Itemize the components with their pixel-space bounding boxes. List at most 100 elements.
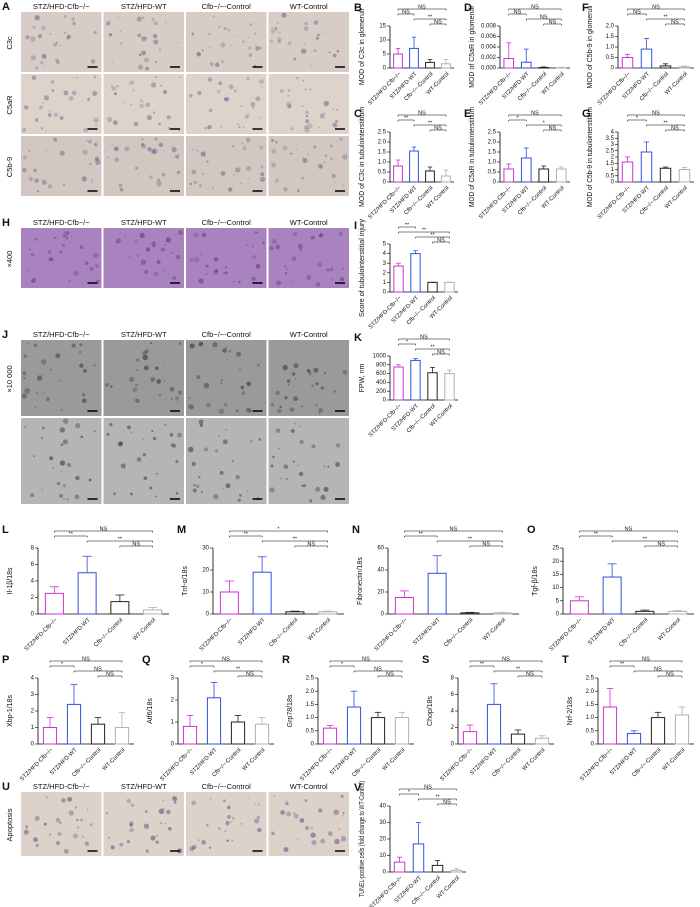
significance-label: NS: [246, 671, 254, 677]
texture: [111, 143, 114, 146]
texture: [188, 404, 194, 410]
texture: [333, 390, 336, 393]
bar: [659, 65, 672, 69]
texture: [63, 848, 69, 854]
y-tick-label: 0: [171, 742, 175, 748]
error-bar: [607, 563, 617, 578]
significance-label: NS: [625, 526, 633, 532]
texture: [201, 232, 207, 238]
texture: [90, 59, 96, 64]
significance-label: **: [430, 344, 435, 350]
bar: [318, 611, 338, 615]
texture: [73, 270, 79, 276]
texture: [188, 148, 191, 151]
texture: [299, 425, 302, 428]
x-tick-label: Cfb−/−-Control: [93, 617, 124, 648]
row-label: ×10 000: [5, 365, 14, 392]
y-axis-label: FPW, nm: [359, 363, 366, 392]
bar: [409, 47, 419, 69]
texture: [259, 176, 266, 182]
error-bar: [673, 610, 683, 612]
texture: [166, 809, 171, 815]
y-tick-label: 40: [379, 804, 386, 810]
bar: [640, 48, 653, 69]
y-axis-label: MOD of C3c in tubulointerstitium: [359, 107, 366, 207]
texture: [124, 102, 126, 104]
texture: [257, 363, 260, 367]
significance-label: **: [405, 222, 410, 228]
texture: [34, 406, 36, 409]
texture: [114, 146, 119, 152]
significance-bracket: [119, 545, 153, 548]
texture: [220, 125, 222, 128]
panel-letter: R: [282, 654, 290, 666]
significance-bracket: [329, 665, 355, 668]
panel-letter: I: [354, 220, 357, 232]
texture: [340, 277, 345, 282]
texture: [323, 161, 326, 164]
texture: [209, 62, 214, 66]
texture: [45, 130, 47, 132]
error-bar: [399, 590, 409, 598]
texture: [153, 39, 159, 45]
texture: [142, 453, 147, 457]
texture: [106, 116, 113, 123]
micrograph: [268, 418, 349, 504]
y-tick-label: 1.5: [306, 702, 315, 708]
texture: [141, 36, 143, 39]
significance-label: **: [69, 531, 74, 537]
texture: [315, 404, 318, 407]
texture: [224, 830, 227, 833]
texture: [169, 432, 174, 437]
significance-bracket: [377, 675, 403, 678]
texture: [192, 488, 197, 493]
error-bar: [538, 735, 546, 739]
y-axis-label: TUNEL-positive cells (fold change to WT-…: [359, 781, 366, 897]
texture: [93, 364, 96, 367]
texture: [113, 492, 117, 496]
texture: [208, 108, 213, 113]
y-tick-label: 0: [206, 612, 210, 618]
significance-bracket: [579, 530, 678, 533]
texture: [126, 798, 131, 804]
texture: [29, 248, 32, 251]
significance-bracket: [469, 545, 503, 548]
texture: [191, 32, 195, 36]
significance-bracket: [415, 236, 450, 239]
y-axis-label: MOD of C5b-9 in glomeruli: [587, 5, 594, 88]
texture: [230, 260, 233, 263]
texture: [30, 493, 34, 497]
significance-bracket: [646, 18, 685, 21]
error-bar: [523, 48, 529, 63]
texture: [235, 409, 239, 413]
texture: [42, 101, 44, 104]
bar: [66, 703, 82, 745]
texture: [318, 412, 321, 414]
micrograph: [268, 12, 349, 72]
texture: [50, 80, 55, 84]
x-tick-label: WT-Control: [657, 617, 682, 642]
y-axis-label: Grp78/18s: [287, 694, 294, 727]
significance-bracket: [398, 343, 416, 346]
texture: [172, 276, 177, 280]
texture: [303, 484, 307, 488]
texture: [201, 172, 205, 176]
significance-bracket: [213, 670, 263, 673]
error-bar: [466, 724, 474, 732]
texture: [194, 257, 200, 263]
texture: [63, 31, 66, 34]
bar: [555, 168, 567, 183]
significance-bracket: [436, 540, 503, 543]
significance-bracket: [627, 114, 685, 117]
texture: [191, 461, 196, 467]
significance-label: *: [277, 526, 280, 532]
significance-label: NS: [652, 110, 660, 116]
y-tick-label: 0: [31, 612, 35, 618]
texture: [53, 137, 58, 142]
significance-bracket: [97, 675, 123, 678]
bar: [538, 66, 550, 69]
texture: [278, 447, 280, 450]
bar: [538, 168, 550, 183]
significance-label: NS: [443, 799, 451, 805]
y-tick-label: 15: [379, 24, 386, 30]
